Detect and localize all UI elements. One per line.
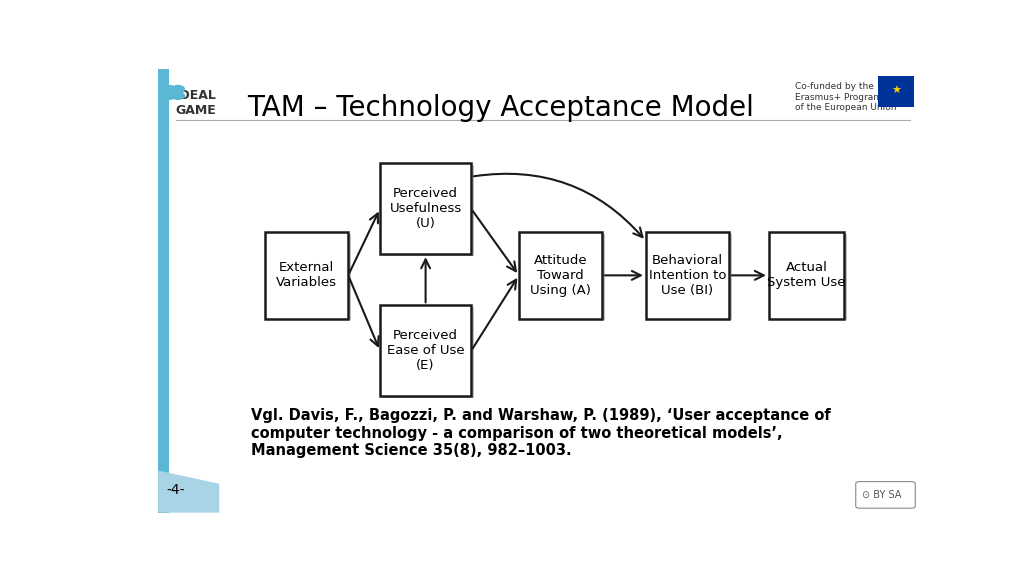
FancyBboxPatch shape <box>522 234 605 320</box>
Text: -4-: -4- <box>166 483 184 498</box>
FancyBboxPatch shape <box>772 234 848 320</box>
FancyBboxPatch shape <box>519 232 602 319</box>
Text: Attitude
Toward
Using (A): Attitude Toward Using (A) <box>530 254 591 297</box>
Polygon shape <box>158 471 219 513</box>
Bar <box>158 69 169 513</box>
FancyBboxPatch shape <box>383 165 474 256</box>
Circle shape <box>172 85 184 93</box>
FancyBboxPatch shape <box>380 305 471 396</box>
Text: ⊙ BY SA: ⊙ BY SA <box>862 490 901 500</box>
Bar <box>878 76 913 107</box>
FancyBboxPatch shape <box>268 234 351 320</box>
Text: Vgl. Davis, F., Bagozzi, P. and Warshaw, P. (1989), ‘User acceptance of
computer: Vgl. Davis, F., Bagozzi, P. and Warshaw,… <box>251 408 830 458</box>
Text: Behavioral
Intention to
Use (BI): Behavioral Intention to Use (BI) <box>649 254 726 297</box>
FancyBboxPatch shape <box>383 307 474 398</box>
FancyBboxPatch shape <box>649 234 732 320</box>
Text: TAM – Technology Acceptance Model: TAM – Technology Acceptance Model <box>248 93 755 122</box>
Circle shape <box>172 92 184 99</box>
FancyBboxPatch shape <box>380 164 471 254</box>
Circle shape <box>163 92 176 99</box>
Text: Perceived
Ease of Use
(E): Perceived Ease of Use (E) <box>387 329 465 372</box>
Text: ★: ★ <box>891 86 901 96</box>
FancyBboxPatch shape <box>265 232 348 319</box>
Text: IDEAL
GAME: IDEAL GAME <box>176 89 216 117</box>
Text: External
Variables: External Variables <box>276 262 337 289</box>
Text: Co-funded by the
Erasmus+ Programme
of the European Union: Co-funded by the Erasmus+ Programme of t… <box>795 82 896 112</box>
FancyBboxPatch shape <box>646 232 729 319</box>
Circle shape <box>163 85 176 93</box>
FancyBboxPatch shape <box>769 232 844 319</box>
Text: Actual
System Use: Actual System Use <box>767 262 846 289</box>
Text: Perceived
Usefulness
(U): Perceived Usefulness (U) <box>389 187 462 230</box>
